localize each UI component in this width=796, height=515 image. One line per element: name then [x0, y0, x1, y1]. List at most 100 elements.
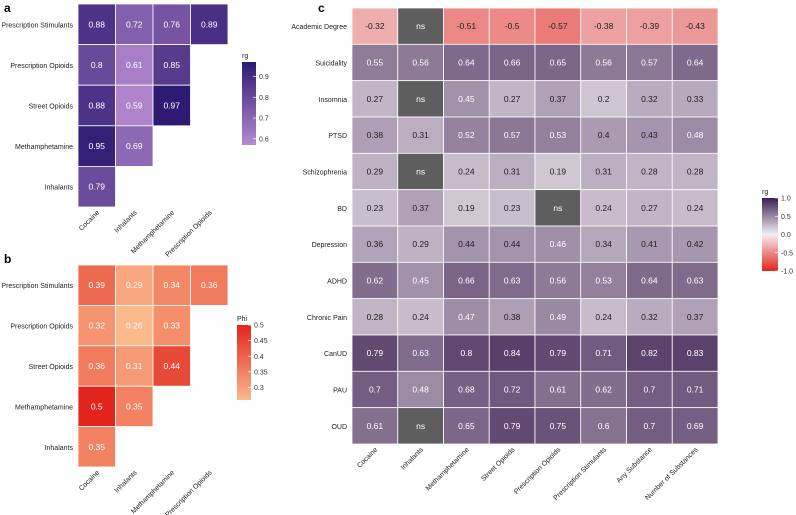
cell-value-label: 0.53: [550, 130, 567, 140]
cell-value-label: 0.46: [550, 239, 567, 249]
cell-value-label: 0.57: [641, 58, 658, 68]
cell-value-label: 0.19: [550, 167, 567, 177]
heatmap-cell-depression-inhalants: [397, 225, 444, 263]
legend-title: rg: [762, 189, 768, 196]
heatmap-cell-ptsd-cocaine: [351, 116, 399, 154]
cell-value-label: 0.4: [598, 130, 610, 140]
row-label-pau: PAU: [333, 388, 347, 395]
cell-value-label: 0.23: [504, 203, 521, 213]
row-label-methamphetamine: Methamphetamine: [15, 404, 73, 411]
cell-value-label: 0.97: [163, 101, 180, 111]
cell-value-label: 0.31: [126, 361, 143, 371]
cell-value-label: 0.8: [91, 60, 103, 70]
cell-value-label: 0.64: [458, 58, 475, 68]
heatmap-cell-canud-inhalants: [397, 334, 444, 372]
heatmap-cell-schizophrenia-methamphetamine: [443, 152, 490, 191]
cell-value-label: 0.65: [550, 58, 567, 68]
panel-label-b: b: [4, 252, 11, 266]
cell-value-label: 0.61: [367, 421, 384, 431]
heatmap-cell-insomnia-inhalants: [397, 80, 444, 118]
cell-value-label: 0.31: [412, 130, 429, 140]
cell-value-label: 0.64: [641, 276, 658, 286]
heatmap-cell-adhd-cocaine: [351, 261, 399, 300]
row-label-bd: BD: [337, 206, 347, 213]
heatmap-cell-oud-methamphetamine: [443, 407, 490, 445]
heatmap-cell-prescription-stimulants-methamphetamine: [152, 264, 191, 306]
cell-value-label: 0.39: [88, 280, 105, 290]
cell-value-label: 0.23: [367, 203, 384, 213]
panel-label-a: a: [4, 1, 11, 15]
panel-label-c: c: [318, 1, 325, 15]
heatmap-cell-depression-prescription-opioids: [534, 225, 582, 263]
cell-value-label: 0.29: [367, 167, 384, 177]
heatmap-cell-prescription-stimulants-inhalants: [115, 264, 154, 306]
cell-value-label: 0.45: [458, 94, 475, 104]
heatmap-cell-depression-number-of-substances: [671, 225, 719, 263]
cell-value-label: 0.7: [643, 421, 655, 431]
heatmap-cell-insomnia-methamphetamine: [443, 80, 490, 118]
cell-value-label: 0.84: [504, 348, 521, 358]
cell-value-label: -0.43: [685, 21, 705, 31]
heatmap-cell-canud-street-opioids: [488, 334, 536, 372]
heatmap-cell-chronic-pain-prescription-opioids: [534, 298, 582, 336]
col-label-methamphetamine: Methamphetamine: [425, 446, 471, 492]
legend-title: rg: [242, 53, 248, 60]
row-label-prescription-stimulants: Prescription Stimulants: [1, 283, 73, 290]
cell-value-label: 0.28: [687, 167, 704, 177]
cell-value-label: 0.6: [598, 421, 610, 431]
row-label-chronic-pain: Chronic Pain: [307, 315, 347, 322]
heatmap-cell-academic-degree-street-opioids: [488, 7, 536, 45]
col-label-inhalants: Inhalants: [114, 209, 139, 234]
heatmap-cell-depression-street-opioids: [488, 225, 536, 263]
col-label-inhalants: Inhalants: [400, 446, 425, 471]
cell-value-label: 0.19: [458, 203, 475, 213]
cell-value-label: 0.29: [412, 239, 429, 249]
legend-tick-label: 0.7: [259, 116, 269, 123]
row-label-oud: OUD: [331, 424, 347, 431]
cell-value-label: 0.27: [504, 94, 521, 104]
heatmap-cell-ptsd-inhalants: [397, 116, 444, 154]
legend-colorbar: [762, 198, 778, 271]
legend-tick-label: 0.5: [781, 214, 791, 221]
cell-value-label: 0.36: [367, 239, 384, 249]
heatmap-cell-adhd-inhalants: [397, 261, 444, 300]
cell-value-label: 0.32: [88, 321, 105, 331]
cell-value-label: 0.41: [641, 239, 658, 249]
heatmap-cell-insomnia-prescription-stimulants: [580, 80, 627, 118]
cell-value-label: 0.95: [88, 141, 105, 151]
cell-value-label: 0.69: [126, 141, 143, 151]
heatmap-cell-canud-cocaine: [351, 334, 399, 372]
cell-value-label: 0.79: [550, 348, 567, 358]
heatmap-cell-oud-cocaine: [351, 407, 399, 445]
legend-tick-label: 0.5: [254, 323, 264, 330]
legend-tick-label: 0.0: [781, 232, 791, 239]
heatmap-cell-bd-inhalants: [397, 189, 444, 227]
cell-value-label: 0.72: [504, 385, 521, 395]
cell-value-label: 0.48: [687, 130, 704, 140]
cell-value-label: 0.34: [595, 239, 612, 249]
cell-value-label: 0.53: [595, 276, 612, 286]
heatmap-cell-schizophrenia-cocaine: [351, 152, 399, 191]
heatmap-cell-ptsd-street-opioids: [488, 116, 536, 154]
cell-value-label: 0.61: [126, 60, 143, 70]
heatmap-cell-suicidality-methamphetamine: [443, 43, 490, 82]
cell-value-label: 0.36: [88, 361, 105, 371]
cell-value-label: 0.44: [163, 361, 180, 371]
legend-tick-label: 0.35: [254, 369, 268, 376]
heatmap-cell-suicidality-cocaine: [351, 43, 399, 82]
cell-value-label: 0.45: [412, 276, 429, 286]
heatmap-cell-adhd-number-of-substances: [671, 261, 719, 300]
cell-value-label: -0.51: [457, 21, 477, 31]
heatmap-cell-methamphetamine-cocaine: [77, 385, 116, 428]
heatmap-cell-prescription-opioids-cocaine: [77, 304, 116, 347]
heatmap-cell-bd-any-substance: [626, 189, 673, 227]
heatmap-cell-prescription-opioids-inhalants: [115, 304, 154, 347]
cell-value-label: 0.31: [595, 167, 612, 177]
heatmap-cell-chronic-pain-inhalants: [397, 298, 444, 336]
cell-value-label: 0.35: [126, 401, 143, 411]
cell-value-label: ns: [416, 421, 425, 431]
heatmap-cell-prescription-stimulants-inhalants: [115, 3, 154, 45]
heatmap-cell-insomnia-street-opioids: [488, 80, 536, 118]
cell-value-label: 0.7: [643, 385, 655, 395]
heatmap-cell-methamphetamine-inhalants: [115, 385, 154, 428]
